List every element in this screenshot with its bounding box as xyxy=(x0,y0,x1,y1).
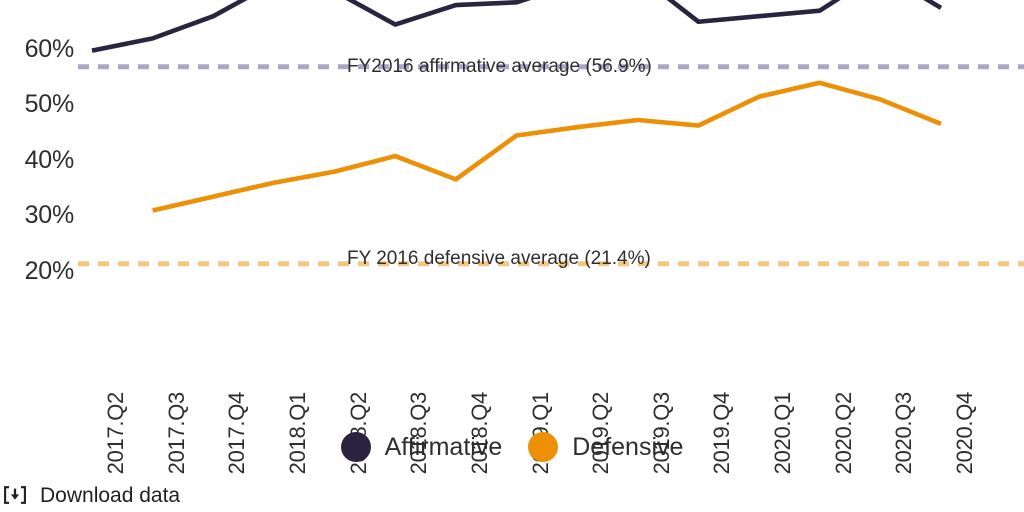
legend-item-defensive[interactable]: Defensive xyxy=(528,432,683,462)
y-axis-tick-20: 20% xyxy=(24,256,75,285)
y-axis: 60% 50% 40% 30% 20% xyxy=(0,0,75,290)
chart-legend: Affirmative Defensive xyxy=(0,424,1024,470)
legend-swatch-affirmative-icon xyxy=(340,432,371,462)
line-chart-svg xyxy=(78,0,1024,267)
series-line-defensive xyxy=(152,80,942,213)
download-data-label: Download data xyxy=(40,483,181,507)
y-axis-tick-40: 40% xyxy=(24,145,75,174)
legend-label: Affirmative xyxy=(384,432,503,461)
legend-item-affirmative[interactable]: Affirmative xyxy=(340,432,503,462)
defensive-average-label: FY 2016 defensive average (21.4%) xyxy=(347,248,651,269)
x-axis: 2017.Q22017.Q32017.Q42018.Q12018.Q22018.… xyxy=(0,290,1024,474)
download-data-link[interactable]: Download data xyxy=(2,482,180,508)
series-line-affirmative xyxy=(91,0,943,53)
y-axis-tick-60: 60% xyxy=(24,34,75,63)
legend-swatch-defensive-icon xyxy=(528,432,559,462)
y-axis-tick-30: 30% xyxy=(24,201,75,229)
chart-plot-area: 60% 50% 40% 30% 20% FY2016 affirmative avera… xyxy=(0,0,1024,290)
chart-footer: Download data xyxy=(0,478,1024,512)
legend-label: Defensive xyxy=(572,432,684,461)
download-bracket-arrow-icon xyxy=(2,482,28,508)
y-axis-tick-50: 50% xyxy=(24,90,75,118)
affirmative-average-label: FY2016 affirmative average (56.9%) xyxy=(347,56,652,77)
